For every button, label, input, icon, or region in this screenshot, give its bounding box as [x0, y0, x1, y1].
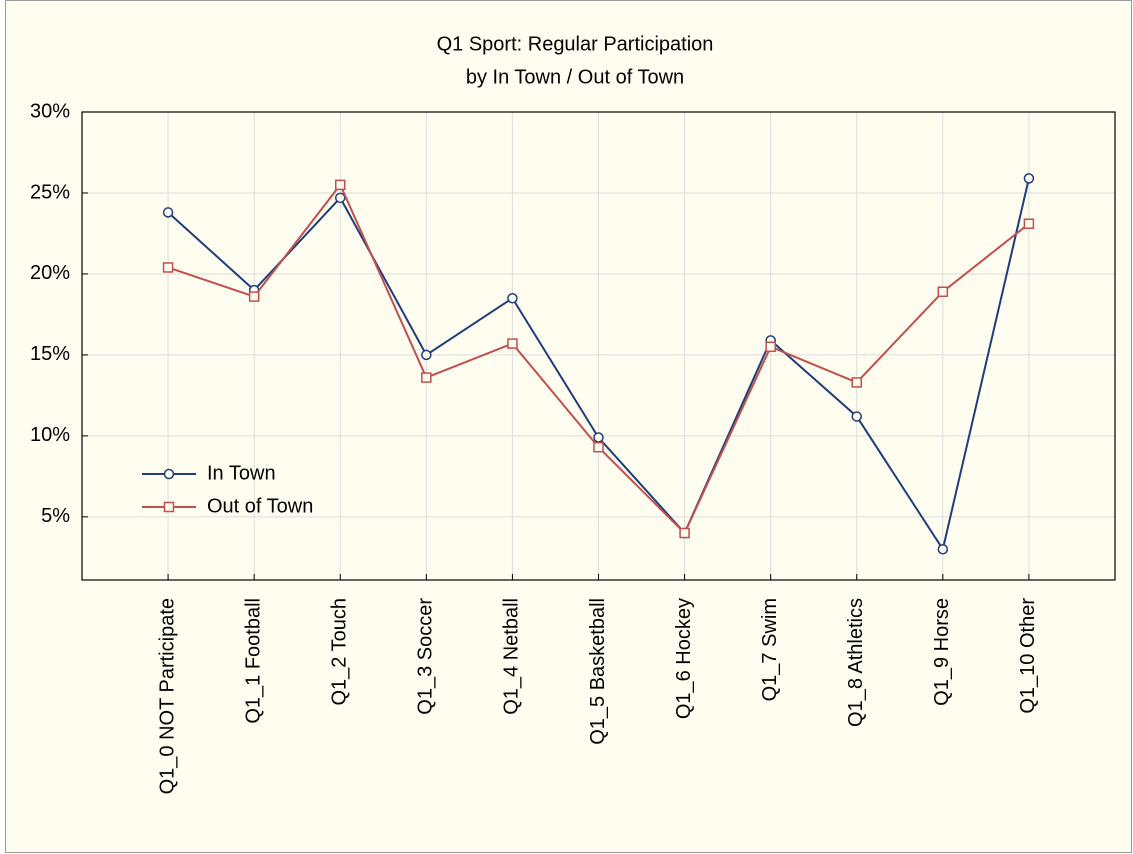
legend-label: In Town: [207, 462, 276, 484]
data-point: [507, 338, 518, 349]
x-tick-label: Q1_9 Horse: [931, 598, 953, 706]
data-point: [679, 527, 690, 539]
data-point: [937, 286, 949, 298]
x-tick-label: Q1_2 Touch: [329, 598, 351, 706]
chart-subtitle: by In Town / Out of Town: [466, 66, 684, 88]
data-point: [507, 292, 518, 304]
data-point: [1023, 173, 1035, 184]
data-point: [593, 432, 604, 443]
legend-marker: [163, 501, 175, 513]
data-point: [162, 262, 174, 273]
x-tick-label: Q1_1 Football: [242, 598, 264, 724]
y-tick-label: 10%: [30, 424, 70, 446]
data-point: [335, 179, 346, 191]
data-point: [765, 341, 776, 353]
data-point: [335, 192, 346, 204]
x-tick-label: Q1_4 Netball: [501, 598, 523, 715]
data-point: [593, 441, 604, 453]
y-tick-label: 20%: [30, 262, 70, 284]
data-point: [851, 377, 862, 388]
y-tick-label: 5%: [41, 505, 70, 527]
data-point: [1023, 218, 1035, 229]
legend-marker: [163, 468, 175, 480]
x-tick-label: Q1_7 Swim: [759, 598, 781, 701]
y-tick-label: 15%: [30, 343, 70, 365]
x-tick-label: Q1_5 Basketball: [587, 598, 609, 745]
x-tick-label: Q1_8 Athletics: [845, 598, 867, 727]
data-point: [162, 207, 174, 218]
x-tick-label: Q1_3 Soccer: [415, 598, 437, 715]
chart-title: Q1 Sport: Regular Participation: [437, 33, 714, 55]
data-point: [937, 543, 949, 555]
legend-label: Out of Town: [207, 495, 313, 517]
data-point: [248, 291, 260, 302]
x-tick-label: Q1_0 NOT Participate: [156, 598, 178, 794]
background: [5, 0, 1132, 853]
data-point: [421, 372, 432, 383]
y-tick-label: 30%: [30, 100, 70, 122]
data-point: [421, 349, 432, 361]
x-tick-label: Q1_6 Hockey: [673, 598, 695, 719]
x-tick-label: Q1_10 Other: [1017, 598, 1039, 714]
data-point: [851, 411, 862, 422]
y-tick-label: 25%: [30, 181, 70, 203]
